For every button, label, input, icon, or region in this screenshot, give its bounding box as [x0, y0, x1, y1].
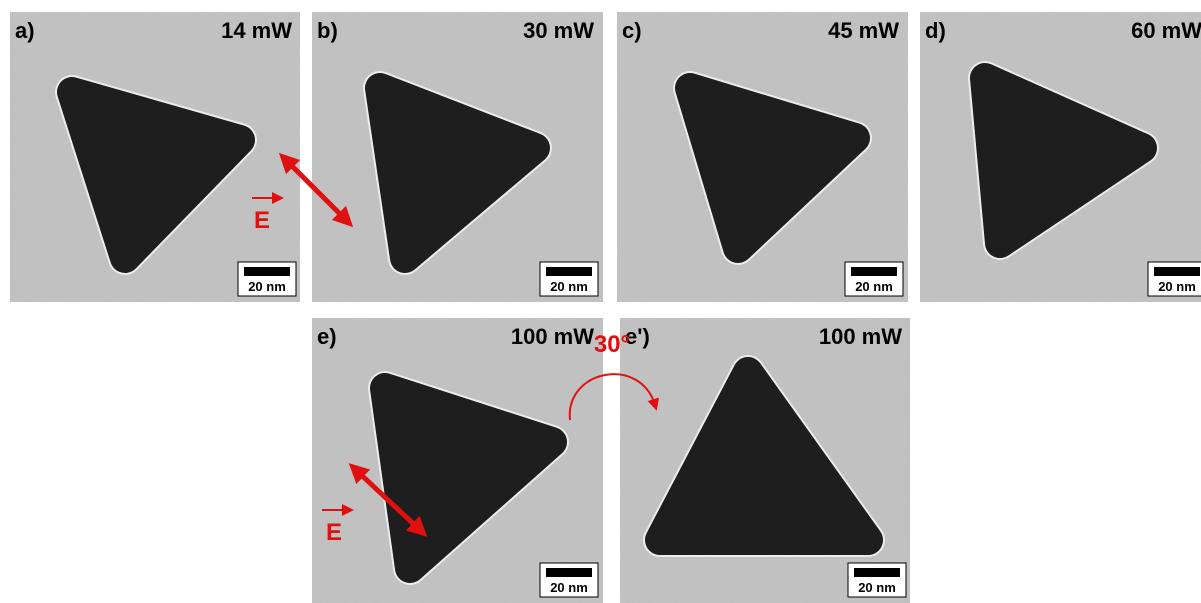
- panel: c) 45 mW 20 nm: [617, 12, 908, 302]
- rotation-label: 30°: [594, 331, 630, 358]
- scale-bar: [546, 568, 592, 577]
- field-label: E: [254, 207, 270, 234]
- figure: a) 14 mW 20 nm b) 30 mW 20 nm c) 45 mW 20 nm d) 60…: [0, 0, 1201, 603]
- scale-bar: [546, 267, 592, 276]
- panel-label: a): [15, 18, 35, 43]
- scale-bar: [854, 568, 900, 577]
- scale-bar-label: 20 nm: [1158, 279, 1196, 294]
- panel: d) 60 mW 20 nm: [920, 12, 1201, 302]
- scale-bar: [1154, 267, 1200, 276]
- panel: b) 30 mW 20 nm: [312, 12, 603, 302]
- scale-bar-label: 20 nm: [858, 580, 896, 595]
- scale-bar: [851, 267, 897, 276]
- panel-label: e): [317, 324, 337, 349]
- scale-bar-label: 20 nm: [550, 580, 588, 595]
- panel-label: d): [925, 18, 946, 43]
- page: a) 14 mW 20 nm b) 30 mW 20 nm c) 45 mW 20 nm d) 60…: [0, 0, 1201, 603]
- panel: a) 14 mW 20 nm: [10, 12, 300, 302]
- power-label: 14 mW: [221, 18, 292, 43]
- scale-bar-label: 20 nm: [248, 279, 286, 294]
- scale-bar-label: 20 nm: [855, 279, 893, 294]
- power-label: 60 mW: [1131, 18, 1201, 43]
- power-label: 100 mW: [511, 324, 594, 349]
- scale-bar: [244, 267, 290, 276]
- panel-label: c): [622, 18, 642, 43]
- power-label: 30 mW: [523, 18, 594, 43]
- power-label: 100 mW: [819, 324, 902, 349]
- scale-bar-label: 20 nm: [550, 279, 588, 294]
- field-label: E: [326, 519, 342, 546]
- panel: e) 100 mW 20 nm: [312, 318, 603, 603]
- power-label: 45 mW: [828, 18, 899, 43]
- panel-label: b): [317, 18, 338, 43]
